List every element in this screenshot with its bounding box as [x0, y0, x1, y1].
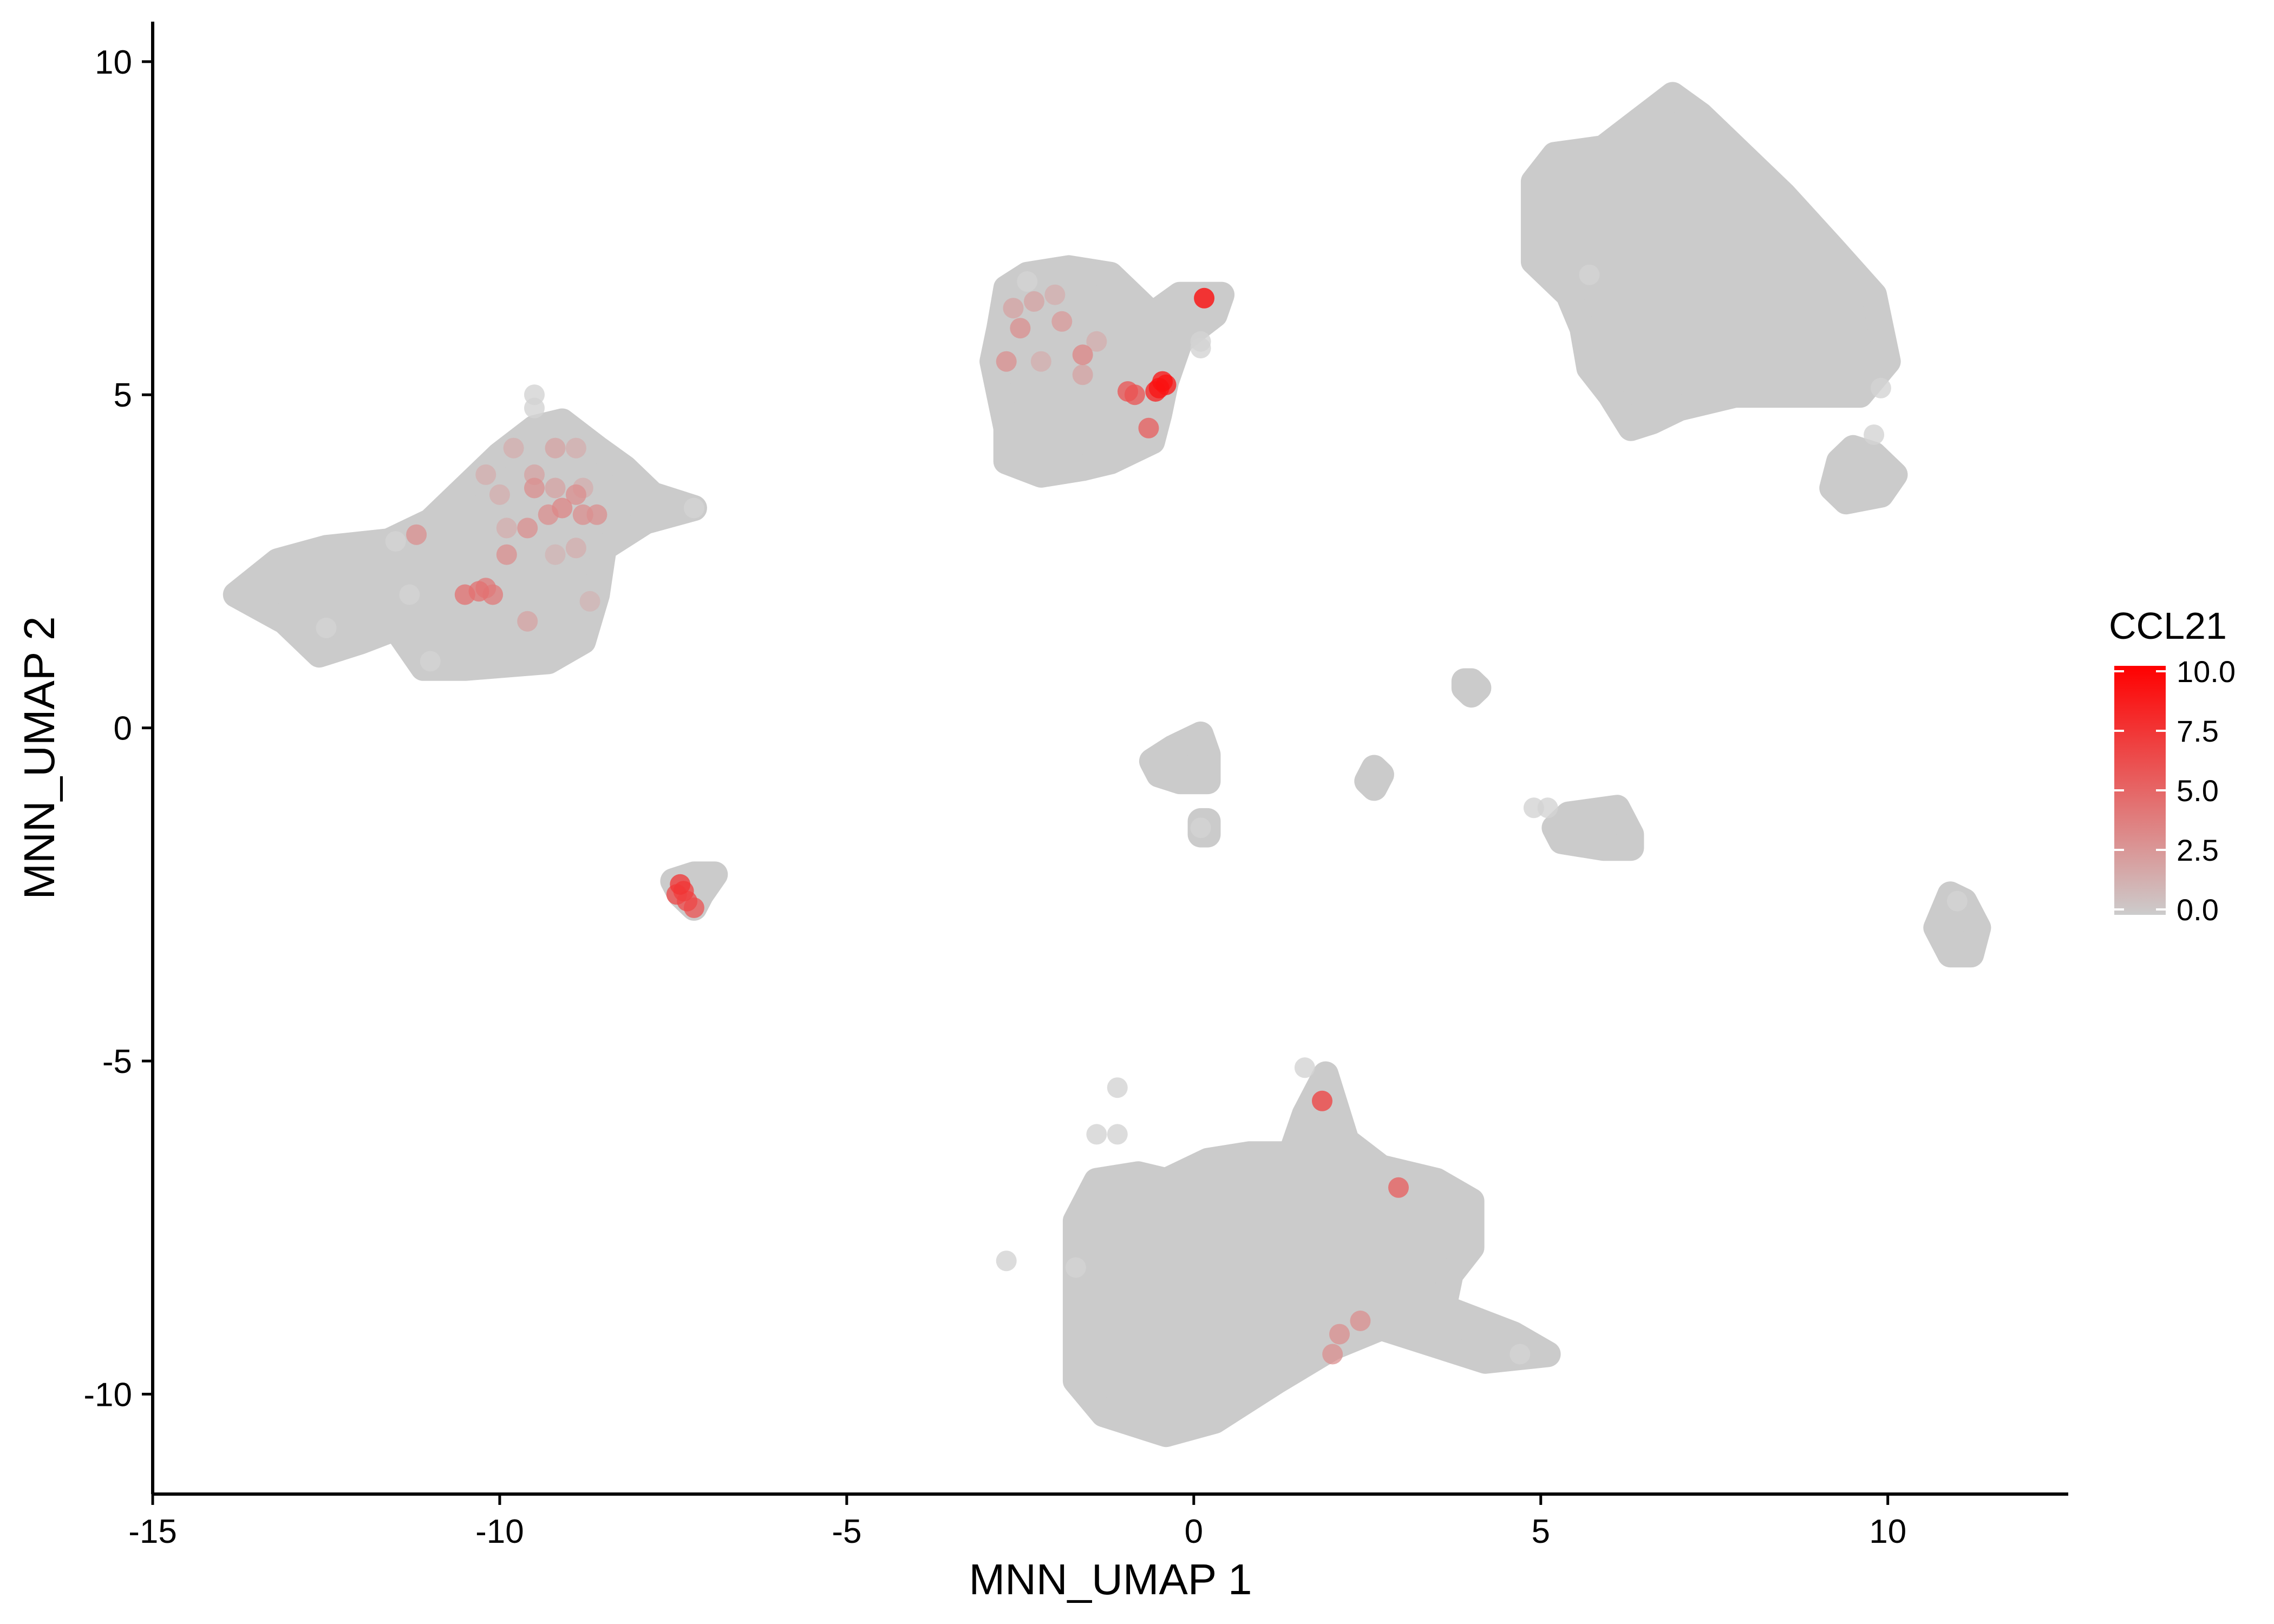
data-point	[1388, 1177, 1409, 1198]
data-point	[1107, 1124, 1128, 1145]
cluster-upper-right	[1520, 82, 1901, 441]
data-point	[517, 611, 538, 632]
legend-tick-label: 0.0	[2177, 893, 2219, 927]
expression-points	[316, 264, 1968, 1365]
data-point	[1152, 371, 1173, 392]
y-tick-label: -10	[83, 1376, 132, 1413]
data-point	[1051, 311, 1073, 332]
data-point	[1107, 1077, 1128, 1098]
data-point	[524, 384, 545, 405]
cluster-center-small	[1139, 721, 1221, 795]
cluster-center-dot	[1451, 668, 1492, 708]
cluster-left	[223, 408, 707, 681]
data-point	[1537, 797, 1558, 818]
x-tick-label: -10	[475, 1513, 524, 1550]
data-point	[1065, 1257, 1086, 1278]
data-point	[399, 584, 420, 605]
data-point	[406, 524, 427, 545]
data-point	[1030, 351, 1051, 372]
data-point	[1946, 890, 1968, 912]
data-point	[420, 651, 441, 672]
y-tick-label: -5	[102, 1043, 132, 1081]
data-point	[475, 464, 496, 485]
data-point	[996, 351, 1017, 372]
data-point	[1124, 384, 1145, 405]
x-tick-label: -5	[832, 1513, 861, 1550]
x-tick-label: 10	[1869, 1513, 1906, 1550]
data-point	[565, 538, 586, 559]
legend-tick-label: 5.0	[2177, 774, 2219, 808]
data-point	[1190, 817, 1211, 839]
data-point	[524, 477, 545, 499]
data-point	[517, 518, 538, 539]
legend-tick-label: 7.5	[2177, 714, 2219, 748]
data-point	[1190, 338, 1211, 359]
data-point	[552, 497, 573, 519]
data-point	[579, 591, 600, 612]
x-tick-label: 0	[1185, 1513, 1203, 1550]
data-point	[385, 531, 406, 552]
cluster-right-mid	[1541, 795, 1644, 861]
data-point	[1086, 331, 1107, 352]
legend: CCL21 0.0 2.5 5.0 7.5 10.0	[2109, 605, 2236, 927]
y-tick-label: 0	[114, 710, 132, 748]
data-point	[545, 437, 566, 459]
data-point	[565, 437, 586, 459]
data-point	[1329, 1324, 1350, 1345]
data-point	[1003, 298, 1024, 319]
x-tick-label: -15	[128, 1513, 177, 1550]
data-point	[1312, 1090, 1332, 1111]
data-point	[586, 504, 607, 525]
data-point	[1864, 424, 1885, 446]
data-point	[1024, 291, 1044, 312]
y-tick-label: 5	[114, 377, 132, 414]
y-axis-title: MNN_UMAP 2	[15, 616, 63, 899]
data-point	[1194, 287, 1215, 309]
axes: -15 -10 -5 0 5 10 -10 -5 0 5 10 MNN_UMAP 1 MNN_UMAP …	[15, 22, 2068, 1603]
cluster-mid-tiny	[1354, 755, 1394, 801]
x-axis-title: MNN_UMAP 1	[969, 1555, 1252, 1603]
data-point	[496, 518, 517, 539]
data-point	[1086, 1124, 1107, 1145]
data-point	[1579, 264, 1600, 285]
legend-tick-label: 10.0	[2177, 654, 2236, 689]
data-point	[1350, 1311, 1371, 1331]
cluster-layer	[223, 82, 1991, 1448]
cluster-right-small	[1819, 435, 1908, 515]
data-point	[545, 544, 566, 565]
data-point	[996, 1250, 1017, 1272]
y-tick-label: 10	[95, 44, 132, 81]
data-point	[1044, 284, 1066, 305]
data-point	[1072, 364, 1093, 385]
data-point	[316, 618, 337, 638]
data-point	[489, 484, 510, 505]
data-point	[1510, 1344, 1531, 1365]
cluster-upper-middle	[979, 255, 1235, 488]
data-point	[503, 437, 524, 459]
data-point	[496, 544, 517, 565]
data-point	[1870, 377, 1891, 398]
cluster-bottom	[1062, 1061, 1561, 1448]
legend-tick-label: 2.5	[2177, 833, 2219, 867]
data-point	[1138, 417, 1159, 438]
x-tick-label: 5	[1532, 1513, 1550, 1550]
data-point	[683, 497, 704, 519]
data-point	[1294, 1057, 1315, 1078]
data-point	[468, 581, 489, 602]
data-point	[545, 477, 566, 499]
data-point	[1072, 344, 1093, 365]
data-point	[1010, 318, 1031, 339]
data-point	[1322, 1344, 1343, 1365]
data-point	[670, 874, 691, 895]
data-point	[565, 484, 586, 505]
legend-title: CCL21	[2109, 605, 2227, 647]
data-point	[1017, 271, 1038, 292]
